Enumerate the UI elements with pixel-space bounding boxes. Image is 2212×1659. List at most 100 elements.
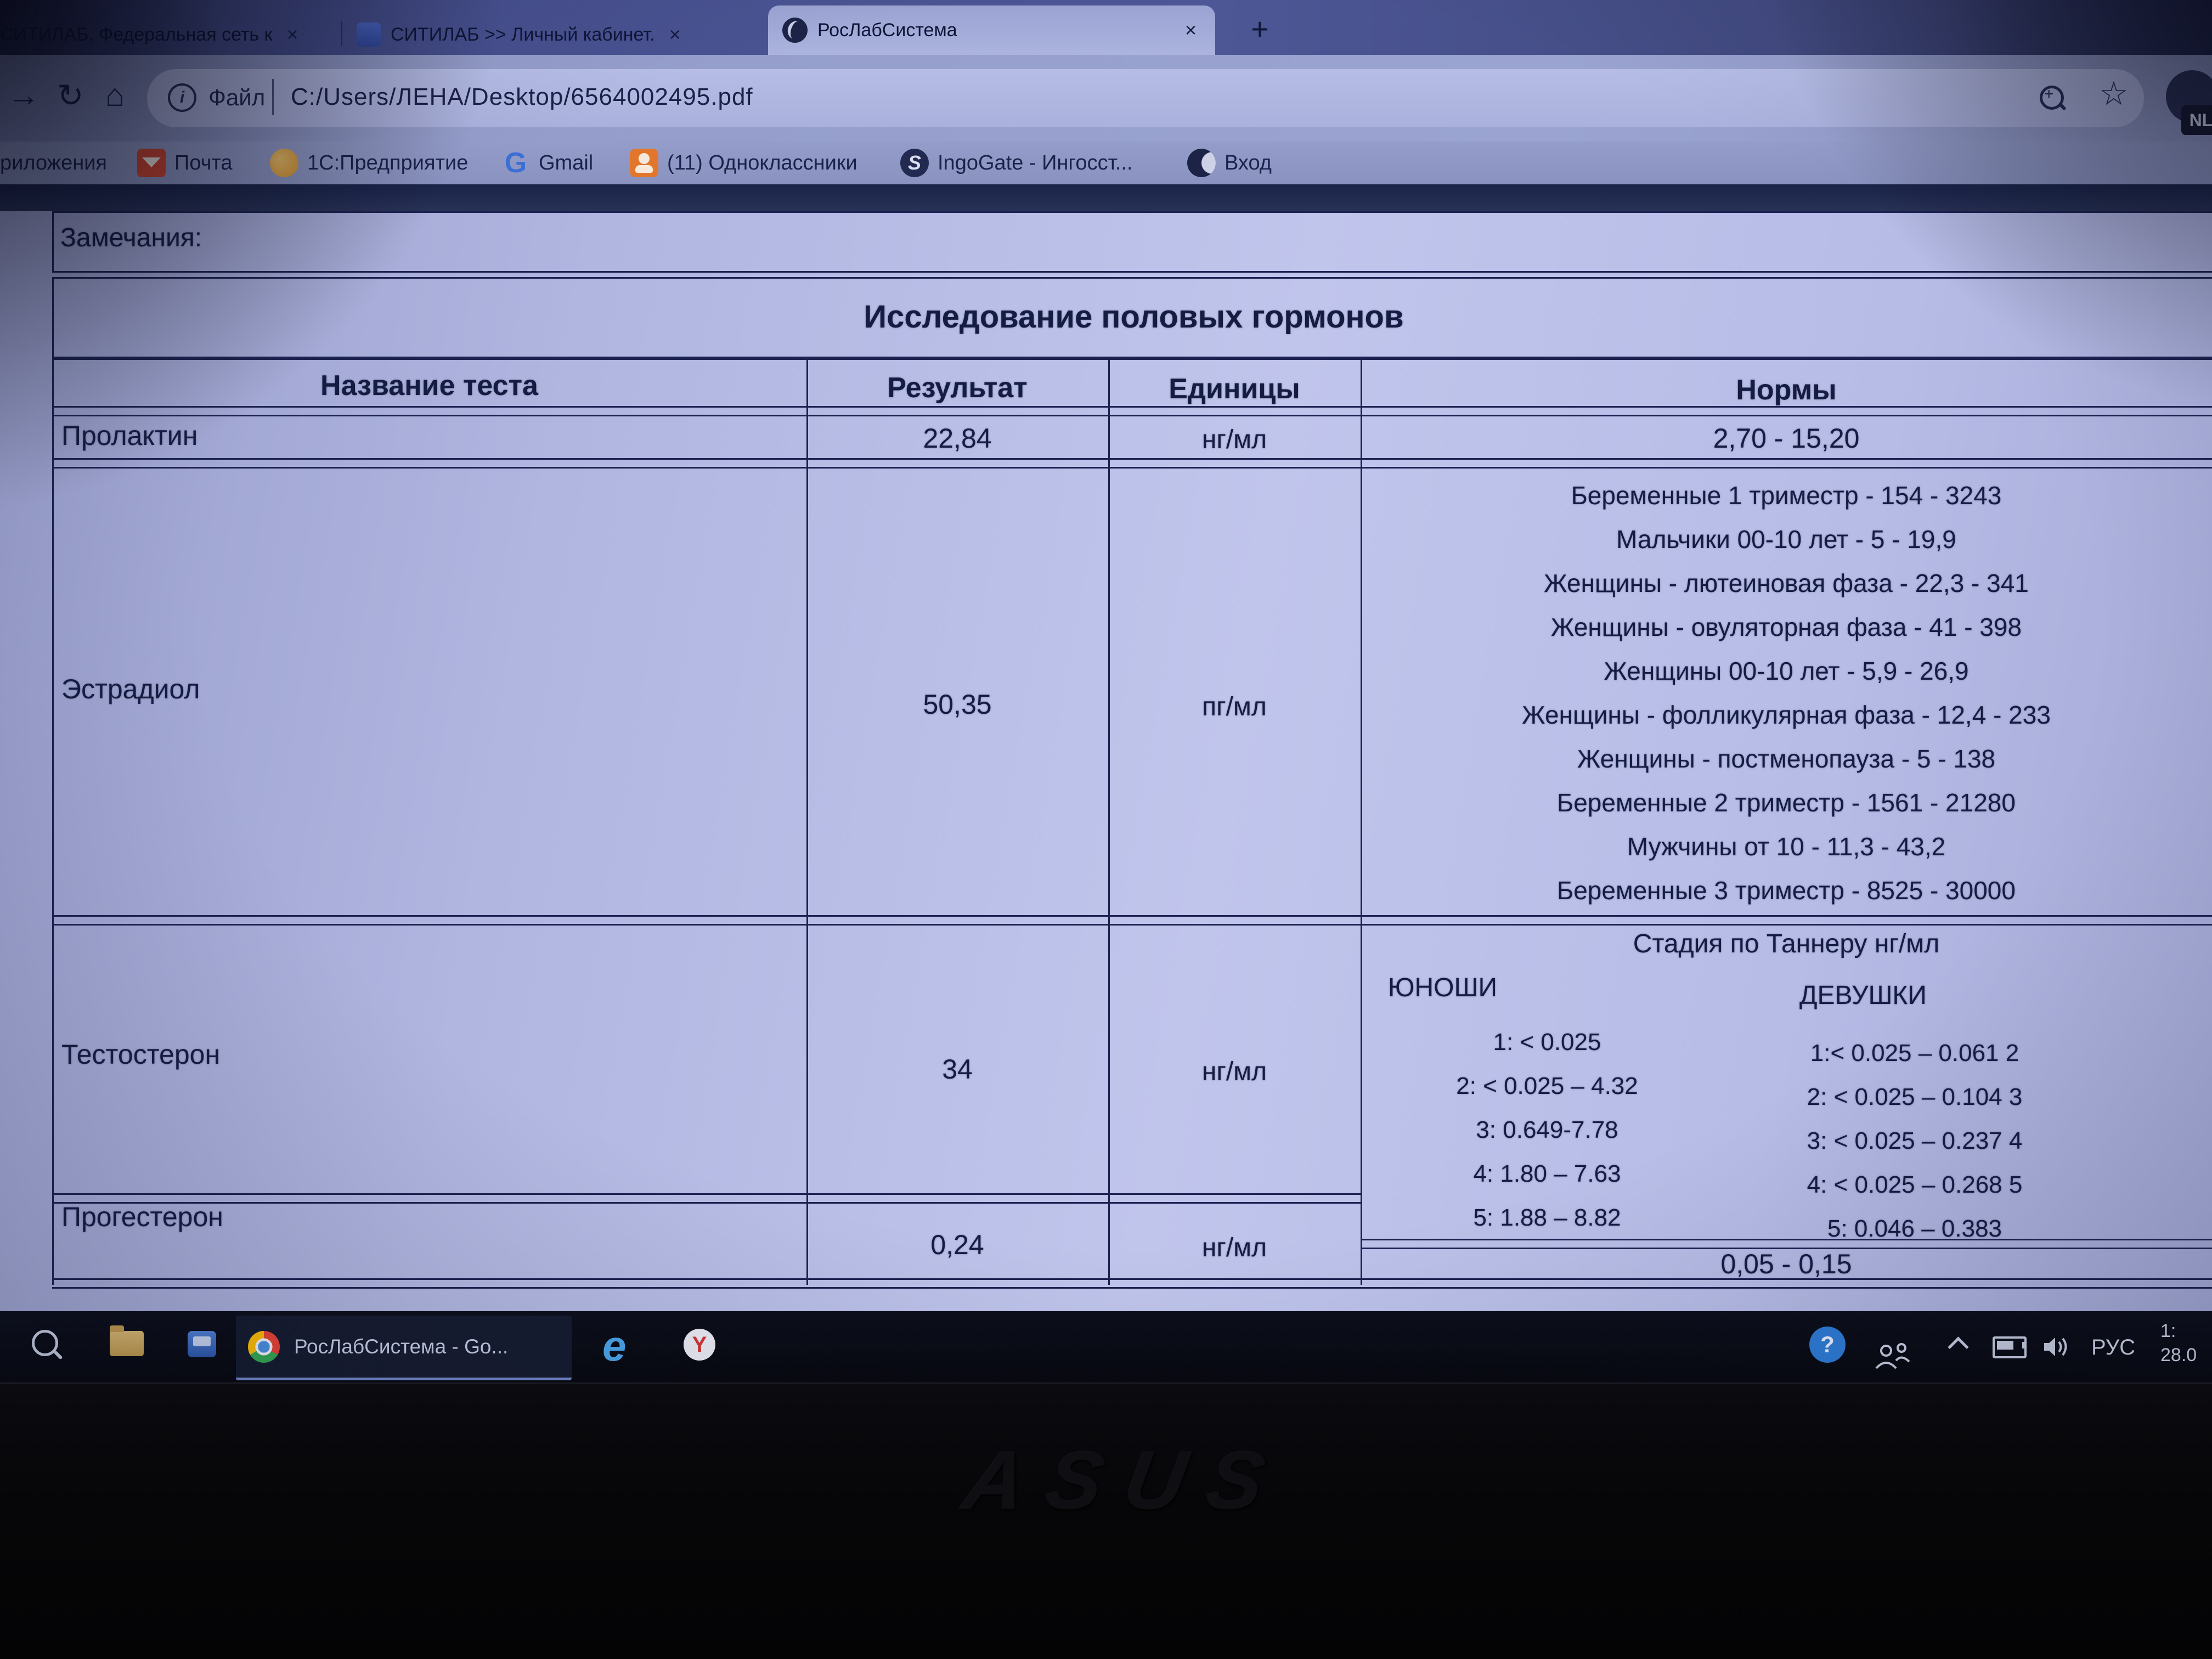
laptop-bezel: ASUS: [0, 1383, 2212, 1659]
profile-badge: NL: [2181, 105, 2212, 135]
search-icon[interactable]: [32, 1330, 58, 1356]
test-result: 0,24: [930, 1229, 984, 1260]
close-icon[interactable]: ×: [669, 23, 681, 46]
bookmark-gmail[interactable]: G Gmail: [501, 142, 593, 184]
bookmark-apps[interactable]: риложения: [0, 142, 107, 184]
chrome-task-button[interactable]: РосЛабСистема - Go...: [236, 1316, 572, 1380]
bookmark-label: Почта: [174, 151, 233, 174]
tab-title: СИТИЛАБ >> Личный кабинет.: [391, 24, 655, 45]
bookmark-1c[interactable]: 1С:Предприятие: [270, 142, 468, 184]
tanner-line: 2: < 0.025 – 0.104 3: [1807, 1084, 2023, 1110]
column-header-test-name: Название теста: [320, 370, 538, 402]
column-header-result: Результат: [887, 372, 1028, 404]
column-header-norms: Нормы: [1736, 374, 1837, 406]
tab-favicon: [782, 18, 808, 43]
battery-icon[interactable]: [1993, 1336, 2027, 1358]
test-name: Тестостерон: [61, 1039, 221, 1070]
close-icon[interactable]: ×: [286, 23, 298, 46]
test-result: 50,35: [923, 689, 992, 720]
bookmark-pochta[interactable]: Почта: [137, 142, 233, 184]
pdf-page: Замечания: Исследование половых гормонов…: [0, 211, 2212, 1311]
speaker-icon[interactable]: [2043, 1335, 2069, 1358]
norm-line: Женщины 00-10 лет - 5,9 - 26,9: [1604, 657, 1969, 685]
bookmark-ingogate[interactable]: S IngoGate - Ингосст...: [900, 142, 1132, 184]
windows-taskbar: РосЛабСистема - Go... e Y ? РУС 1: 28.0: [0, 1311, 2212, 1383]
tab-title: СИТИЛАБ. Федеральная сеть к: [0, 24, 273, 45]
tanner-girls-label: ДЕВУШКИ: [1799, 981, 1927, 1010]
test-name: Прогестерон: [61, 1201, 223, 1232]
1c-icon: [270, 149, 298, 177]
close-icon[interactable]: ×: [1184, 19, 1197, 41]
tab-citilab-cabinet[interactable]: СИТИЛАБ >> Личный кабинет. ×: [357, 14, 757, 55]
chrome-icon: [248, 1330, 280, 1363]
test-norms: 2,70 - 15,20: [1713, 423, 1860, 454]
bookmark-label: риложения: [0, 151, 108, 174]
bookmark-vhod[interactable]: Вход: [1187, 142, 1272, 184]
gmail-icon: G: [504, 147, 527, 179]
bookmark-label: IngoGate - Ингосст...: [938, 151, 1133, 174]
new-tab-button[interactable]: +: [1251, 12, 1269, 46]
table-border: [806, 358, 808, 1285]
tanner-line: 3: < 0.025 – 0.237 4: [1807, 1127, 2023, 1154]
tanner-boys-label: ЮНОШИ: [1388, 973, 1497, 1002]
asus-logo: ASUS: [957, 1434, 1295, 1526]
test-name: Эстрадиол: [61, 674, 200, 704]
internet-explorer-icon[interactable]: e: [602, 1322, 627, 1370]
test-result: 34: [942, 1054, 973, 1085]
norm-line: Беременные 1 триместр - 154 - 3243: [1571, 481, 2002, 510]
norm-line: Беременные 2 триместр - 1561 - 21280: [1557, 788, 2016, 817]
table-title-box: Исследование половых гормонов: [52, 277, 2212, 358]
test-name: Пролактин: [61, 420, 198, 451]
tanner-line: 5: 0.046 – 0.383: [1827, 1215, 2002, 1242]
table-border: [52, 358, 2212, 360]
test-units: нг/мл: [1201, 1057, 1267, 1086]
reload-icon[interactable]: ↻: [57, 78, 84, 114]
bookmark-odnoklassniki[interactable]: (11) Одноклассники: [630, 142, 857, 184]
pdf-viewer-background: [0, 184, 2212, 211]
tab-title: РосЛабСистема: [817, 19, 957, 41]
test-result: 22,84: [923, 423, 992, 454]
norm-line: Беременные 3 триместр - 8525 - 30000: [1557, 876, 2016, 905]
bookmarks-bar: риложения Почта 1С:Предприятие G Gmail (…: [0, 142, 2212, 185]
address-divider: [272, 79, 274, 115]
zoom-icon[interactable]: [2040, 85, 2064, 110]
test-norms-list: Беременные 1 триместр - 154 - 3243 Мальч…: [1361, 473, 2212, 912]
norm-line: Женщины - постменопауза - 5 - 138: [1577, 744, 1996, 773]
table-border: [1108, 358, 1110, 1285]
file-explorer-icon[interactable]: [110, 1325, 144, 1356]
bookmark-label: 1С:Предприятие: [307, 151, 469, 174]
clock[interactable]: 1: 28.0: [2160, 1319, 2212, 1367]
tanner-line: 1: < 0.025: [1493, 1029, 1601, 1056]
home-icon[interactable]: ⌂: [105, 77, 125, 113]
language-indicator[interactable]: РУС: [2091, 1335, 2136, 1359]
tanner-boys-list: 1: < 0.025 2: < 0.025 – 4.32 3: 0.649-7.…: [1372, 1020, 1723, 1240]
people-icon[interactable]: [1872, 1343, 1914, 1373]
tab-favicon: [357, 22, 381, 47]
tanner-title: Стадия по Таннеру нг/мл: [1633, 929, 1940, 958]
tab-roslabsistema-active[interactable]: РосЛабСистема ×: [768, 5, 1215, 55]
get-help-icon[interactable]: ?: [1809, 1327, 1846, 1363]
tab-divider: [341, 21, 342, 46]
norm-line: Женщины - лютеиновая фаза - 22,3 - 341: [1544, 569, 2029, 597]
task-button-label: РосЛабСистема - Go...: [294, 1335, 509, 1358]
tab-citilab-site[interactable]: СИТИЛАБ. Федеральная сеть к ×: [0, 14, 329, 55]
hidden-icons-chevron[interactable]: [1948, 1336, 1969, 1358]
page-info-icon[interactable]: i: [168, 83, 196, 112]
tanner-line: 3: 0.649-7.78: [1476, 1116, 1618, 1143]
table-border: [52, 458, 2212, 469]
ingogate-icon: S: [900, 149, 929, 177]
table-border: [52, 1193, 1361, 1204]
norm-line: Женщины - фолликулярная фаза - 12,4 - 23…: [1522, 701, 2051, 729]
bookmark-star-icon[interactable]: ☆: [2099, 75, 2129, 112]
yandex-browser-icon[interactable]: Y: [684, 1329, 715, 1361]
test-units: нг/мл: [1201, 425, 1267, 454]
bookmark-label: (11) Одноклассники: [667, 151, 857, 174]
clock-time: 1:: [2160, 1321, 2176, 1341]
forward-arrow-icon[interactable]: →: [8, 77, 40, 113]
test-units: нг/мл: [1201, 1233, 1267, 1262]
remarks-box: Замечания:: [52, 211, 2212, 273]
tanner-line: 5: 1.88 – 8.82: [1473, 1204, 1621, 1231]
table-border: [52, 358, 54, 1285]
app-icon[interactable]: [188, 1331, 216, 1357]
